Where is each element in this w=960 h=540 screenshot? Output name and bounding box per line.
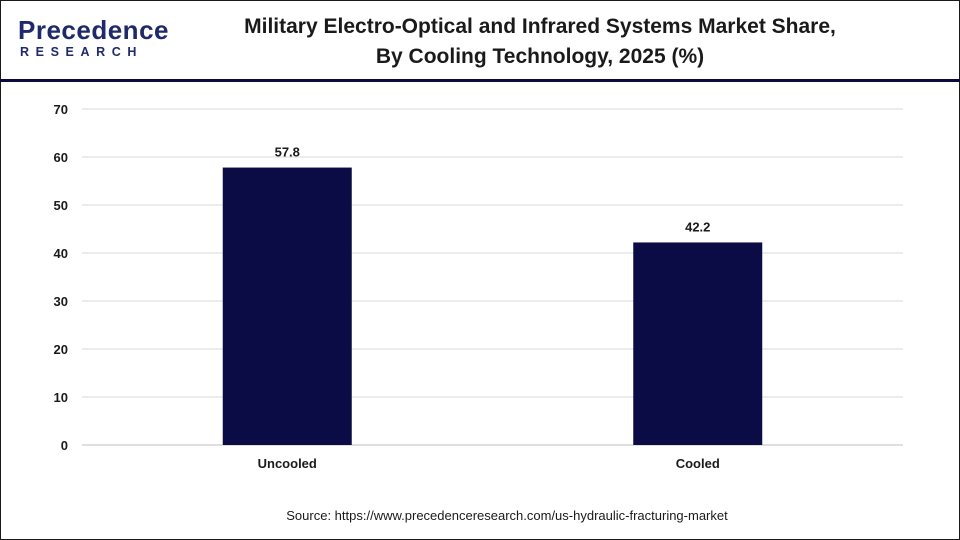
x-category-label: Cooled bbox=[676, 456, 720, 471]
data-label: 42.2 bbox=[685, 219, 710, 234]
logo-sub-text: RESEARCH bbox=[20, 45, 143, 59]
y-tick-label: 10 bbox=[54, 390, 68, 405]
header-divider bbox=[0, 79, 960, 82]
chart-title: Military Electro-Optical and Infrared Sy… bbox=[190, 12, 890, 72]
chart-title-line-1: Military Electro-Optical and Infrared Sy… bbox=[244, 15, 836, 38]
y-tick-label: 70 bbox=[54, 102, 68, 117]
bar-uncooled bbox=[222, 167, 352, 445]
y-tick-label: 30 bbox=[54, 294, 68, 309]
y-tick-label: 40 bbox=[54, 246, 68, 261]
y-tick-label: 50 bbox=[54, 198, 68, 213]
y-tick-label: 60 bbox=[54, 150, 68, 165]
header: Precedence RESEARCH Military Electro-Opt… bbox=[0, 0, 960, 80]
brand-logo: Precedence RESEARCH bbox=[18, 16, 168, 64]
bar-cooled bbox=[633, 242, 763, 445]
data-label: 57.8 bbox=[275, 145, 300, 160]
logo-main-text: Precedence bbox=[18, 15, 169, 45]
y-tick-label: 0 bbox=[61, 438, 68, 453]
bar-chart: 0 10 20 30 40 50 60 70 57.8 Uncooled 42.2 Cooled bbox=[54, 102, 903, 471]
y-tick-label: 20 bbox=[54, 342, 68, 357]
chart-title-line-2: By Cooling Technology, 2025 (%) bbox=[375, 45, 705, 68]
x-category-label: Uncooled bbox=[258, 456, 317, 471]
source-note: Source: https://www.precedenceresearch.c… bbox=[286, 508, 728, 523]
